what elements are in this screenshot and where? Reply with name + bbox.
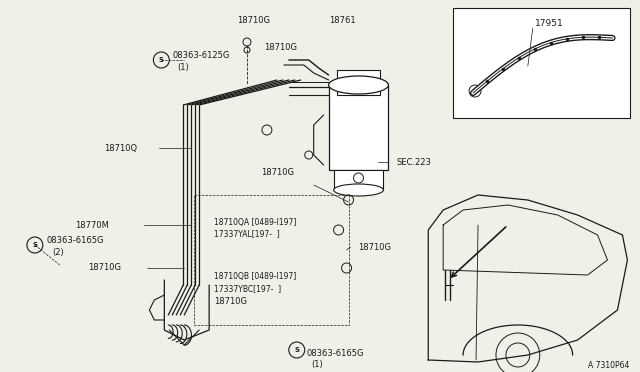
Text: (2): (2) <box>52 247 63 257</box>
Text: 18710G: 18710G <box>88 263 120 273</box>
Bar <box>329 85 388 170</box>
Text: 18710G: 18710G <box>237 16 270 25</box>
Text: 18710QB [0489-I197]: 18710QB [0489-I197] <box>214 273 296 282</box>
Text: 18710G: 18710G <box>261 167 294 176</box>
Text: 18770M: 18770M <box>75 221 109 230</box>
Text: 18761: 18761 <box>329 16 355 25</box>
Text: 18710Q: 18710Q <box>104 144 138 153</box>
Text: (1): (1) <box>312 360 323 369</box>
Bar <box>337 70 380 95</box>
Text: 08363-6125G: 08363-6125G <box>172 51 230 60</box>
Ellipse shape <box>333 184 383 196</box>
Text: (1): (1) <box>177 62 189 71</box>
Ellipse shape <box>329 76 388 94</box>
Bar <box>194 195 349 325</box>
Text: 17337YAL[197-  ]: 17337YAL[197- ] <box>214 230 280 238</box>
Bar <box>333 170 383 190</box>
Text: A 7310P64: A 7310P64 <box>588 360 629 369</box>
Text: S: S <box>159 57 164 63</box>
Text: S: S <box>33 242 37 248</box>
Text: 17951: 17951 <box>535 19 564 28</box>
Text: 08363-6165G: 08363-6165G <box>47 235 104 244</box>
Text: 17337YBC[197-  ]: 17337YBC[197- ] <box>214 285 281 294</box>
Text: SEC.223: SEC.223 <box>396 157 431 167</box>
Bar <box>453 8 630 118</box>
Text: S: S <box>294 347 300 353</box>
Text: 08363-6165G: 08363-6165G <box>307 349 364 357</box>
Text: 18710G: 18710G <box>358 243 392 251</box>
Text: 18710G: 18710G <box>214 298 247 307</box>
Text: 18710QA [0489-I197]: 18710QA [0489-I197] <box>214 218 296 227</box>
Text: 18710G: 18710G <box>264 42 297 51</box>
